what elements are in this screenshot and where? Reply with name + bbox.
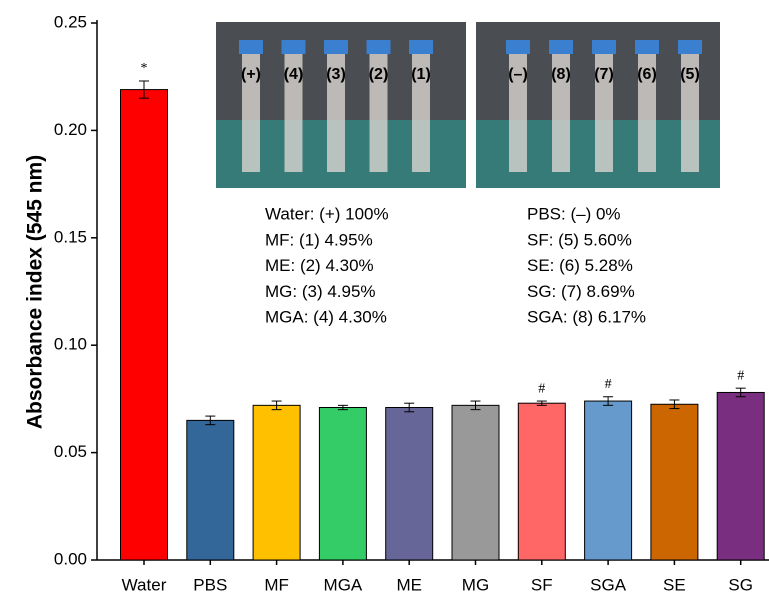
- tube: [327, 54, 345, 172]
- x-tick-label: MGA: [324, 575, 363, 594]
- bar: [318, 406, 367, 561]
- tube: [369, 54, 388, 172]
- note: MG: (3) 4.95%: [265, 282, 376, 301]
- note: MF: (1) 4.95%: [265, 230, 373, 249]
- tube: [284, 54, 303, 172]
- tube: [242, 54, 260, 172]
- tube-cap: [239, 40, 263, 54]
- significance-marker: #: [538, 381, 545, 396]
- bar: [716, 391, 765, 561]
- tube-cap: [366, 40, 391, 54]
- tube-cap: [281, 40, 306, 54]
- bar: [385, 406, 434, 561]
- note: SG: (7) 8.69%: [527, 282, 635, 301]
- tube: [552, 54, 570, 172]
- tube: [412, 54, 430, 172]
- x-tick-label: SE: [663, 575, 686, 594]
- y-tick-label: 0.20: [54, 120, 87, 139]
- bar: [252, 404, 301, 561]
- tube-cap: [678, 40, 702, 54]
- x-tick-label: Water: [122, 575, 167, 594]
- tube: [595, 54, 613, 172]
- note: Water: (+) 100%: [265, 204, 389, 223]
- x-tick-label: SG: [728, 575, 753, 594]
- note: ME: (2) 4.30%: [265, 256, 374, 275]
- photo-label: (5): [680, 66, 700, 83]
- photo-label: (4): [284, 66, 304, 83]
- photo-label: (3): [326, 66, 346, 83]
- tube-cap: [635, 40, 659, 54]
- y-tick-label: 0.10: [54, 335, 87, 354]
- y-axis-label: Absorbance index (545 nm): [24, 155, 47, 429]
- x-tick-label: PBS: [193, 575, 227, 594]
- note: PBS: (–) 0%: [527, 204, 621, 223]
- x-tick-label: ME: [396, 575, 422, 594]
- note: MGA: (4) 4.30%: [265, 308, 387, 327]
- photo-label: (6): [637, 66, 657, 83]
- bar: [517, 402, 566, 561]
- tube: [681, 54, 699, 172]
- y-tick-label: 0.25: [54, 12, 87, 31]
- significance-marker: #: [737, 368, 744, 383]
- photo-label: (2): [369, 66, 389, 83]
- photo-label: (–): [508, 66, 528, 83]
- bar: [120, 89, 168, 561]
- bar: [584, 400, 633, 561]
- photo-label: (+): [241, 66, 261, 83]
- tube-cap: [324, 40, 348, 54]
- x-tick-label: SF: [531, 575, 553, 594]
- y-tick-label: 0.00: [54, 549, 87, 568]
- tube-cap: [549, 40, 573, 54]
- note: SF: (5) 5.60%: [527, 230, 632, 249]
- tube-cap: [592, 40, 616, 54]
- bar: [650, 403, 699, 561]
- tube-cap: [506, 40, 530, 54]
- photo-label: (7): [594, 66, 614, 83]
- photo-label: (1): [411, 66, 431, 83]
- note: SGA: (8) 6.17%: [527, 308, 646, 327]
- photo-label: (8): [551, 66, 571, 83]
- tube-cap: [409, 40, 433, 54]
- bar: [186, 419, 235, 561]
- bar: [451, 404, 500, 561]
- x-tick-label: SGA: [590, 575, 627, 594]
- tube: [638, 54, 656, 172]
- tube: [509, 54, 527, 172]
- significance-marker: *: [141, 61, 148, 76]
- x-tick-label: MG: [462, 575, 489, 594]
- x-tick-label: MF: [264, 575, 289, 594]
- significance-marker: #: [605, 377, 612, 392]
- y-tick-label: 0.05: [54, 442, 87, 461]
- y-tick-label: 0.15: [54, 227, 87, 246]
- note: SE: (6) 5.28%: [527, 256, 633, 275]
